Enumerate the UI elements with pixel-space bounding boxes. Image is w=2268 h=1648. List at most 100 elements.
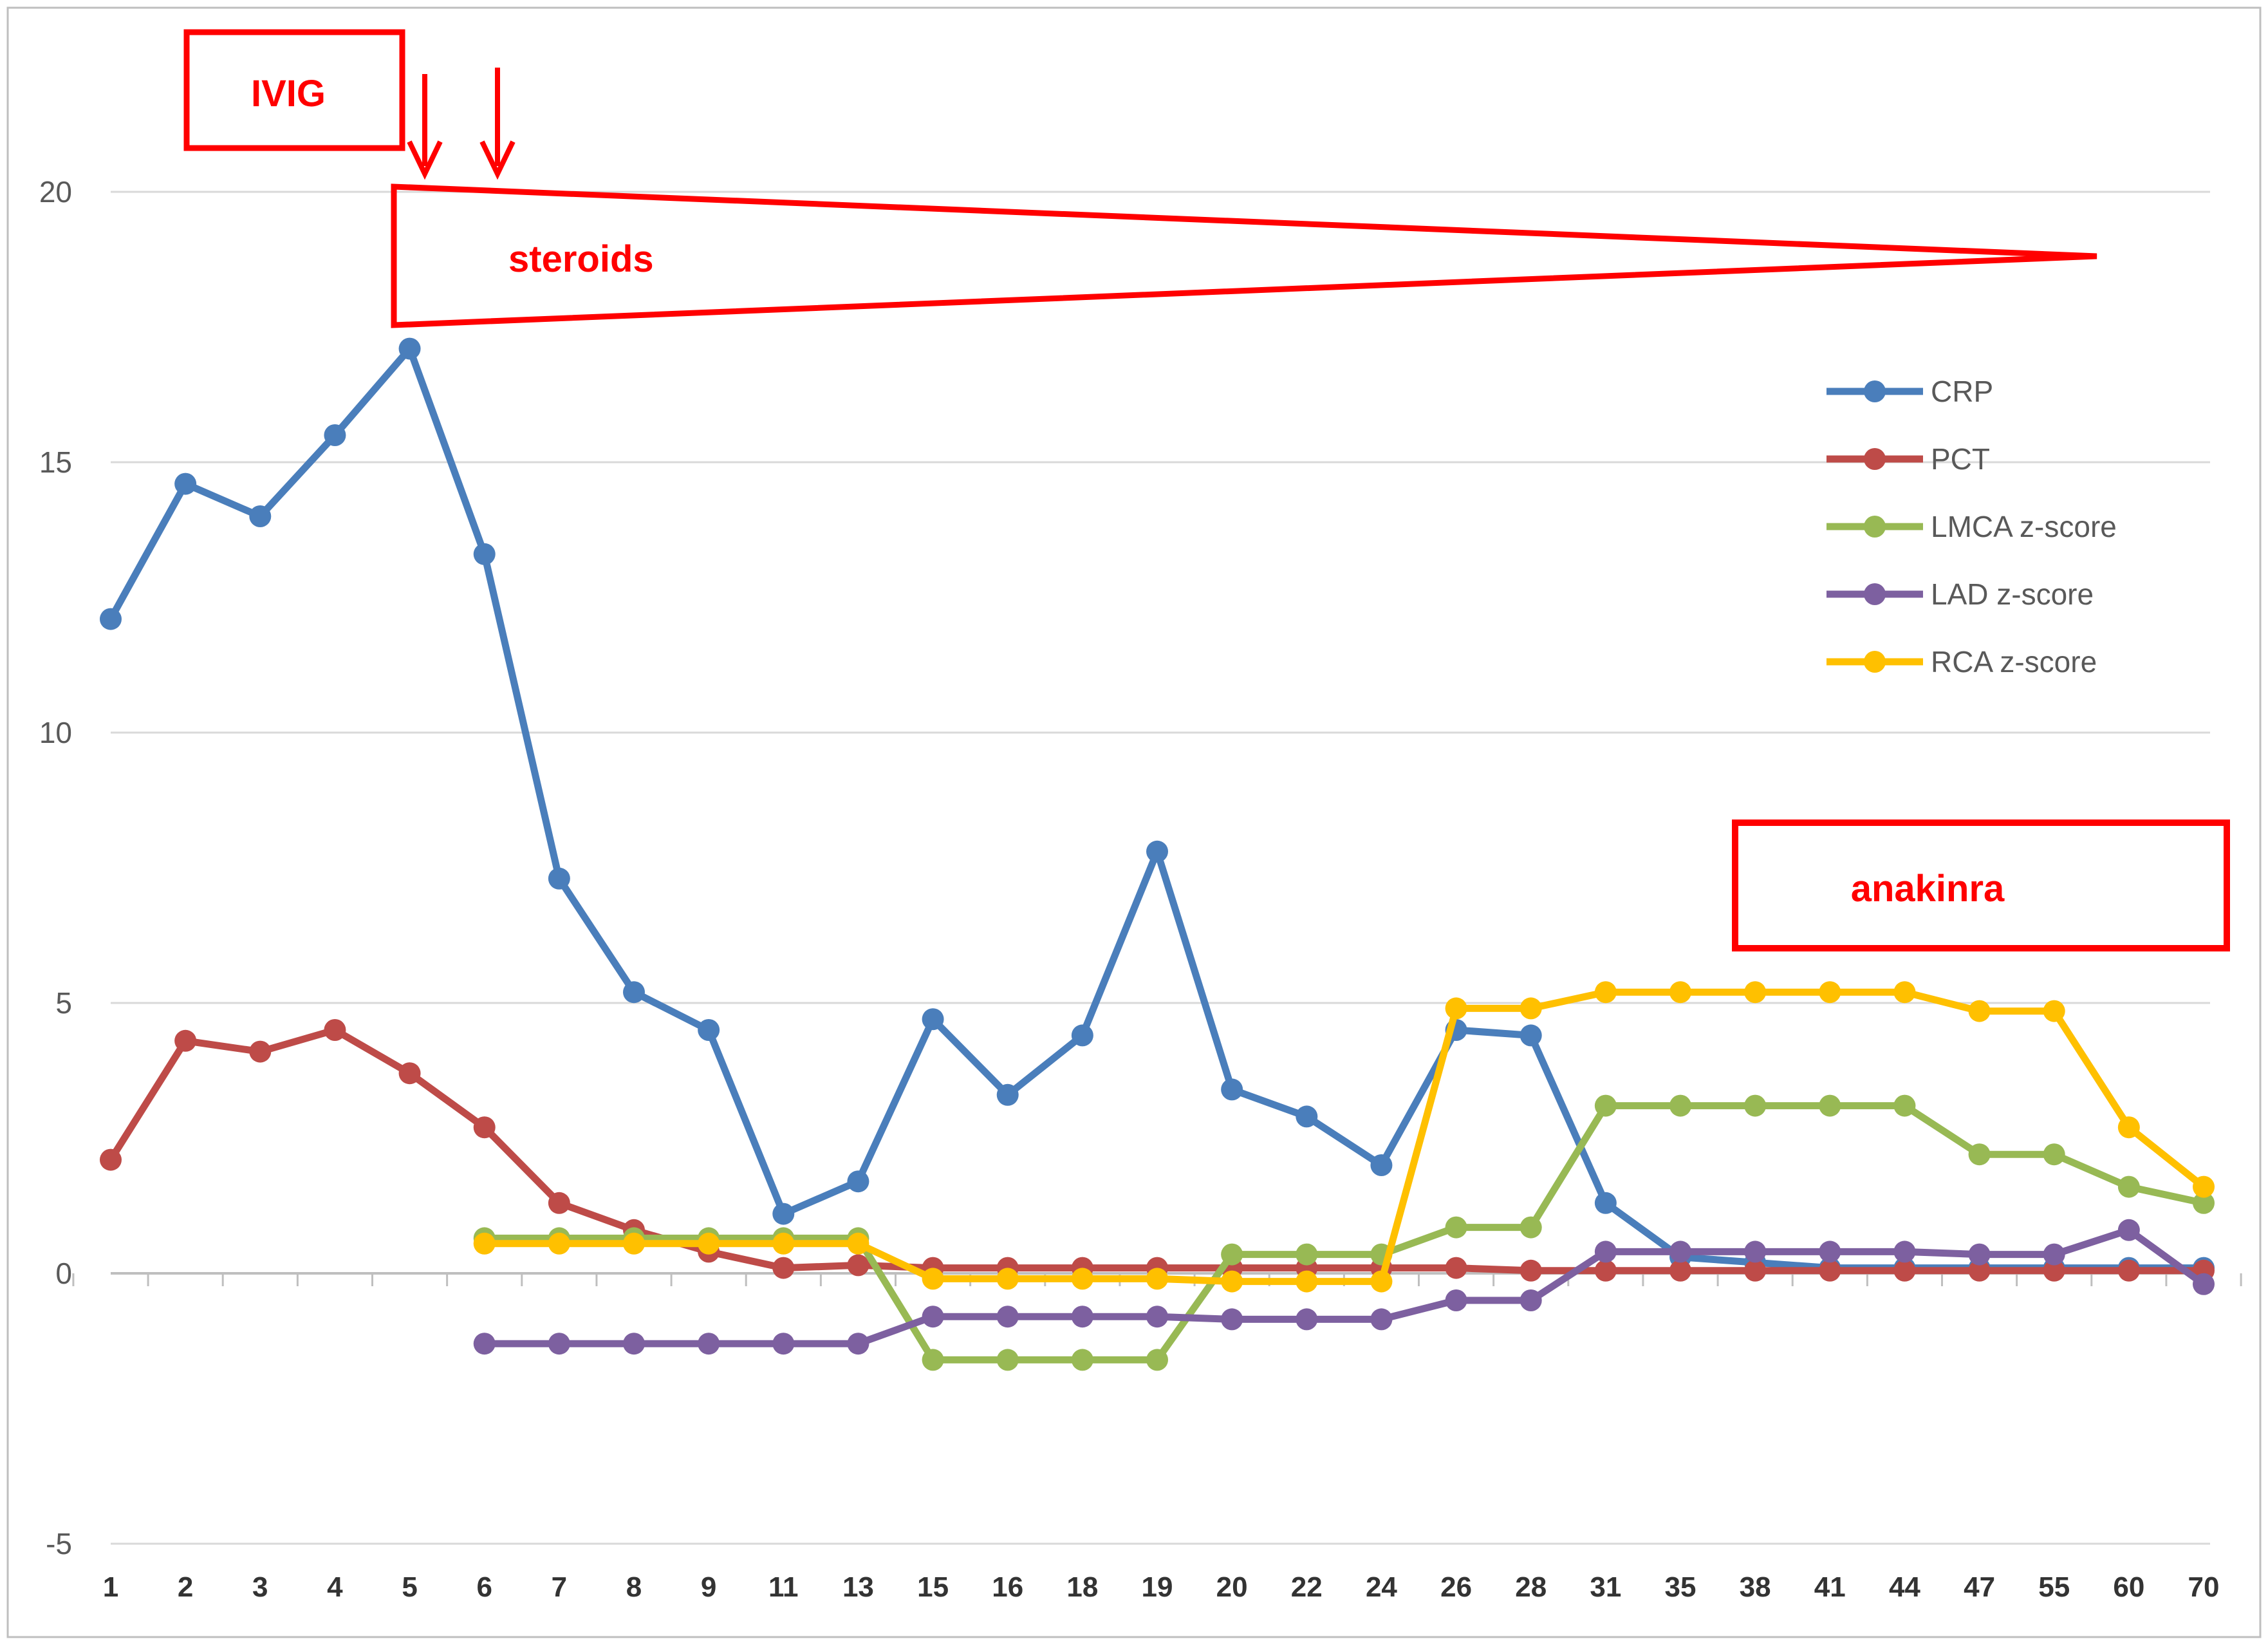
anakinra-box xyxy=(1732,819,2230,951)
x-tick-label: 44 xyxy=(1889,1571,1920,1603)
data-point xyxy=(1146,1349,1168,1371)
x-tick-label: 35 xyxy=(1665,1571,1696,1603)
data-point xyxy=(548,1333,570,1355)
data-point xyxy=(1520,1024,1542,1047)
data-point xyxy=(1370,1270,1393,1293)
y-axis: -5 0 5 10 15 20 xyxy=(39,175,72,1560)
data-point xyxy=(2043,1243,2065,1266)
data-point xyxy=(1370,1154,1393,1176)
data-point xyxy=(2193,1175,2215,1198)
data-point xyxy=(1071,1349,1093,1371)
ivig-annotation: IVIG xyxy=(183,29,516,180)
legend-label: RCA z-score xyxy=(1931,645,2097,679)
data-point xyxy=(698,1019,720,1041)
data-point xyxy=(1296,1105,1318,1128)
data-point xyxy=(1893,1259,1916,1282)
x-tick-label: 18 xyxy=(1066,1571,1098,1603)
data-point xyxy=(922,1008,944,1031)
data-point xyxy=(1146,840,1168,863)
data-point xyxy=(1520,997,1542,1020)
x-tick-label: 7 xyxy=(552,1571,567,1603)
legend-label: LMCA z-score xyxy=(1931,510,2117,543)
data-point xyxy=(1744,1241,1767,1263)
legend-swatch-marker xyxy=(1864,380,1886,402)
data-point xyxy=(2193,1273,2215,1295)
data-point xyxy=(1744,1094,1767,1117)
legend-item: RCA z-score xyxy=(1826,645,2097,679)
series-line xyxy=(481,988,2208,1286)
x-tick-label: 3 xyxy=(252,1571,268,1603)
data-point xyxy=(1594,1094,1617,1117)
data-point xyxy=(1819,1241,1841,1263)
data-point xyxy=(698,1333,720,1355)
data-point xyxy=(324,424,346,446)
legend-label: LAD z-score xyxy=(1931,577,2094,611)
data-point xyxy=(1744,1259,1767,1282)
data-point xyxy=(1221,1270,1243,1293)
x-tick-label: 6 xyxy=(476,1571,492,1603)
data-point xyxy=(2117,1259,2140,1282)
legend: CRP PCT LMCA z-score LAD z-score RCA z-score xyxy=(1826,375,2117,679)
data-point xyxy=(1669,1094,1691,1117)
data-point xyxy=(2117,1116,2140,1139)
data-point xyxy=(1071,1024,1093,1047)
x-tick-label: 31 xyxy=(1590,1571,1621,1603)
series-line xyxy=(481,1102,2208,1363)
data-point xyxy=(847,1333,869,1355)
data-point xyxy=(2193,1192,2215,1214)
ivig-label: IVIG xyxy=(251,73,326,115)
data-point xyxy=(847,1170,869,1193)
data-point xyxy=(2117,1219,2140,1241)
data-point xyxy=(2043,1259,2065,1282)
data-point xyxy=(623,1232,645,1255)
data-point xyxy=(1445,1289,1467,1311)
data-point xyxy=(1893,1241,1916,1263)
data-point xyxy=(1968,1259,1991,1282)
data-point xyxy=(548,1232,570,1255)
y-tick-label: 5 xyxy=(55,986,72,1020)
data-point xyxy=(249,505,272,527)
data-point xyxy=(1669,1241,1691,1263)
data-point xyxy=(847,1254,869,1277)
data-point xyxy=(996,1306,1019,1328)
x-tick-label: 1 xyxy=(103,1571,118,1603)
data-point xyxy=(1221,1243,1243,1266)
data-point xyxy=(1146,1306,1168,1328)
data-point xyxy=(1445,997,1467,1020)
x-tick-label: 28 xyxy=(1515,1571,1547,1603)
data-point xyxy=(1893,981,1916,1004)
data-point xyxy=(996,1268,1019,1290)
data-point xyxy=(398,1062,421,1085)
data-point xyxy=(398,337,421,360)
data-point xyxy=(1968,1243,1991,1266)
legend-swatch-marker xyxy=(1864,448,1886,470)
data-point xyxy=(623,1333,645,1355)
anakinra-annotation: anakinra xyxy=(1732,819,2230,951)
data-point xyxy=(473,1116,496,1139)
x-tick-label: 20 xyxy=(1216,1571,1248,1603)
data-point xyxy=(922,1306,944,1328)
data-point xyxy=(1594,981,1617,1004)
x-tick-label: 26 xyxy=(1440,1571,1472,1603)
data-point xyxy=(1296,1308,1318,1331)
data-point xyxy=(1445,1257,1467,1279)
x-tick-label: 22 xyxy=(1291,1571,1323,1603)
legend-swatch-marker xyxy=(1864,583,1886,605)
ivig-arrow-2 xyxy=(479,68,516,180)
legend-item: LMCA z-score xyxy=(1826,510,2117,543)
legend-label: CRP xyxy=(1931,375,1993,408)
data-point xyxy=(1819,1259,1841,1282)
legend-swatch-marker xyxy=(1864,516,1886,538)
x-tick-label: 11 xyxy=(768,1571,799,1603)
anakinra-label: anakinra xyxy=(1851,868,2005,910)
data-point xyxy=(996,1349,1019,1371)
x-tick-label: 5 xyxy=(402,1571,417,1603)
data-point xyxy=(1296,1270,1318,1293)
data-point xyxy=(174,1029,197,1052)
y-tick-label: 0 xyxy=(55,1257,72,1290)
y-tick-label: 10 xyxy=(39,716,72,749)
data-point xyxy=(1071,1306,1093,1328)
data-point xyxy=(772,1333,795,1355)
data-point xyxy=(1520,1259,1542,1282)
